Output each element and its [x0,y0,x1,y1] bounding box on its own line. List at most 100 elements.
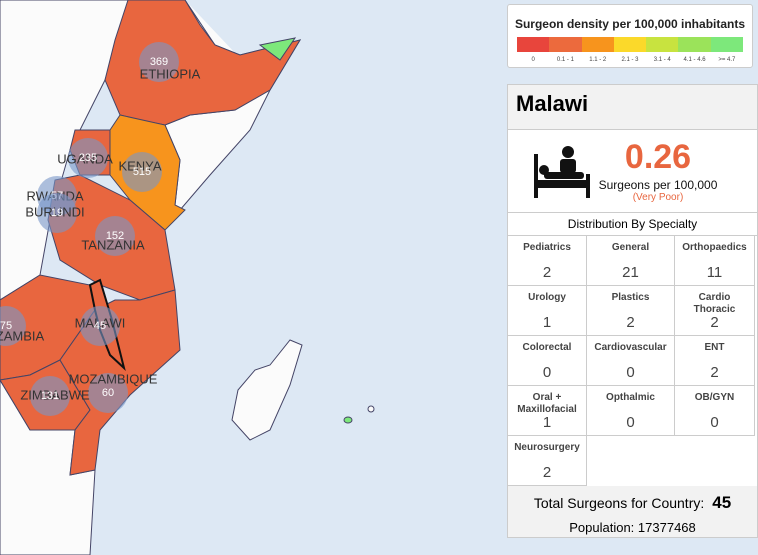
legend-label: 1.1 - 2 [589,57,607,63]
specialty-cell: Oral + Maxillofacial 1 [508,386,587,436]
legend-label: 3.1 - 4 [653,57,671,63]
country-label: TANZANIA [81,237,145,252]
specialty-cell: Neurosurgery 2 [508,436,587,486]
density-label: Surgeons per 100,000 [598,178,718,192]
specialty-name: Cardio Thoracic [693,292,736,315]
legend-item: 0 [517,37,550,63]
specialty-count: 11 [706,264,723,281]
population-row: Population: 17377468 [508,520,757,535]
legend-swatch [581,37,614,52]
specialty-name: Pediatrics [523,242,571,253]
specialty-count: 21 [622,264,639,281]
count-bubble [0,306,26,346]
count-bubble [95,216,135,256]
specialty-name: Urology [528,292,566,303]
specialty-count: 2 [542,464,552,481]
specialty-name: ENT [704,342,725,353]
population-value: 17377468 [637,520,696,535]
specialty-cell: ENT 2 [675,336,755,386]
count-bubble [88,373,128,413]
specialty-count: 1 [542,314,552,331]
legend-swatch [517,37,550,52]
legend-item: 4.1 - 4.6 [678,37,711,63]
legend-swatch [613,37,647,52]
legend-item: 0.1 - 1 [549,37,582,63]
specialty-count: 1 [542,414,552,431]
total-row: Total Surgeons for Country: 45 [508,486,757,520]
specialty-cell: OB/GYN 0 [675,386,755,436]
distribution-title: Distribution By Specialty [508,213,757,236]
country-label: MOZAMBIQUE [69,371,158,386]
count-bubble [30,376,70,416]
country-label: BURUNDI [25,204,84,219]
legend-item: 2.1 - 3 [613,37,647,63]
specialty-name: Colorectal [522,342,572,353]
total-label: Total Surgeons for Country: [533,495,705,511]
count-label: 75 [0,320,12,332]
density-box: 0.26 Surgeons per 100,000 (Very Poor) [508,130,757,213]
specialty-cell: Orthopaedics 11 [675,236,755,286]
specialty-count: 0 [542,364,552,381]
country-label: KENYA [118,158,161,173]
specialty-cell: Pediatrics 2 [508,236,587,286]
specialty-count: 2 [710,314,719,331]
legend-title: Surgeon density per 100,000 inhabitants [514,17,746,31]
population-label: Population: [569,520,635,535]
country-label: ZIMBABWE [20,387,90,402]
count-bubble [122,152,162,192]
country-label: MALAWI [75,315,126,330]
yemen-edge [258,37,297,61]
specialty-name: Neurosurgery [514,442,580,453]
total-value: 45 [712,493,732,512]
specialty-name: OB/GYN [694,392,735,403]
count-label: 60 [102,387,114,399]
specialty-count: 0 [626,364,635,381]
legend-swatch [549,37,582,52]
specialty-grid: Pediatrics 2 General 21 Orthopaedics 11 Urolog… [508,236,757,486]
legend-item: 1.1 - 2 [581,37,614,63]
count-bubble [37,193,77,233]
specialty-cell: Colorectal 0 [508,336,587,386]
island [343,416,353,424]
surgeon-icon [534,146,590,198]
legend-label: >= 4.7 [718,57,736,63]
country-label: UGANDA [57,151,113,166]
legend-swatch [678,37,711,52]
specialty-cell: Urology 1 [508,286,587,336]
count-label: 369 [150,56,168,68]
count-label: 515 [133,166,151,178]
madagascar [231,339,303,441]
specialty-name: Orthopaedics [682,242,747,253]
country-panel: Malawi 0.26 Surgeons per 100,000 (Very P… [507,84,758,538]
count-label: 131 [41,390,59,402]
specialty-count: 0 [626,414,635,431]
legend-swatch [710,37,743,52]
density-value: 0.26 [624,138,692,176]
country-shape [104,0,302,126]
specialty-count: 2 [626,314,635,331]
legend-swatch [646,37,679,52]
density-rating: (Very Poor) [632,192,684,203]
specialty-name: General [611,242,650,253]
country-label: ZAMBIA [0,328,45,343]
count-label: 19 [51,207,63,219]
specialty-cell: Cardio Thoracic 2 [675,286,755,336]
specialty-name: Oral + Maxillofacial [517,392,577,415]
specialty-cell: Cardiovascular 0 [587,336,675,386]
legend-item: >= 4.7 [710,37,743,63]
count-bubble [80,306,120,346]
specialty-name: Opthalmic [606,392,655,403]
count-label: 45 [94,320,106,332]
legend-label: 2.1 - 3 [621,57,639,63]
count-label: 235 [79,152,97,164]
specialty-count: 2 [542,264,552,281]
specialty-name: Cardiovascular [594,342,667,353]
specialty-cell: Plastics 2 [587,286,675,336]
legend-label: 4.1 - 4.6 [683,57,706,63]
country-name: Malawi [508,85,757,130]
specialty-cell: Opthalmic 0 [587,386,675,436]
country-label: ETHIOPIA [140,66,201,81]
legend-label: 0.1 - 1 [556,57,574,63]
specialty-count: 0 [710,414,719,431]
